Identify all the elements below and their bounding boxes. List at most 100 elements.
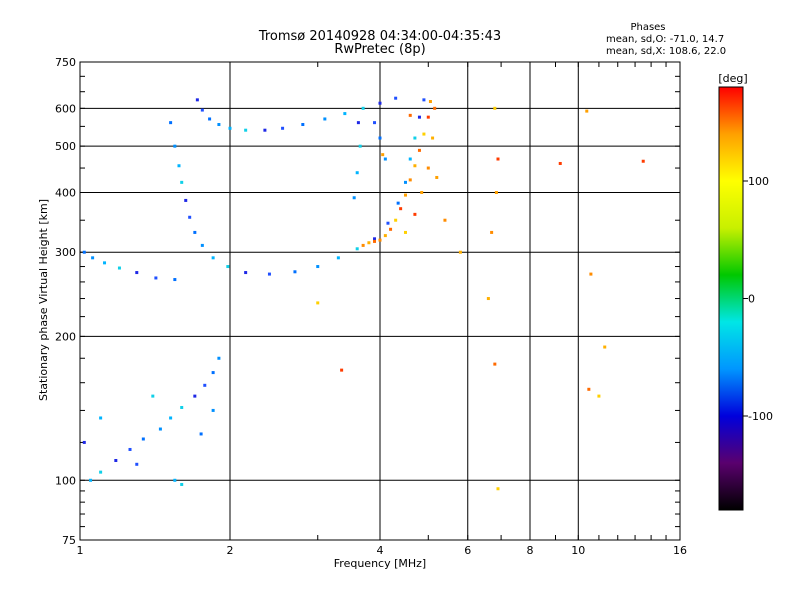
- data-point: [169, 416, 173, 420]
- data-point: [193, 394, 197, 398]
- data-point: [413, 212, 417, 216]
- y-tick-label: 750: [55, 56, 76, 69]
- data-point: [135, 462, 139, 466]
- data-point: [217, 356, 221, 360]
- data-point: [422, 98, 426, 102]
- data-point: [293, 270, 297, 274]
- data-point: [355, 171, 359, 175]
- data-point: [413, 164, 417, 168]
- data-point: [211, 371, 215, 375]
- data-point: [587, 387, 591, 391]
- data-point: [281, 126, 285, 130]
- data-point: [408, 178, 412, 182]
- data-points: [82, 96, 645, 491]
- data-point: [89, 478, 93, 482]
- y-tick-label: 100: [55, 474, 76, 487]
- data-point: [490, 230, 494, 234]
- data-point: [180, 405, 184, 409]
- y-tick-label: 600: [55, 102, 76, 115]
- y-tick-label: 75: [62, 534, 76, 547]
- data-point: [597, 394, 601, 398]
- y-tick-label: 200: [55, 330, 76, 343]
- chart-subtitle: RwPretec (8p): [334, 42, 425, 57]
- legend-line-x: mean, sd,X: 108.6, 22.0: [606, 46, 726, 57]
- data-point: [403, 193, 407, 197]
- y-tick-label: 300: [55, 246, 76, 259]
- data-point: [361, 243, 365, 247]
- data-point: [91, 256, 95, 260]
- data-point: [496, 487, 500, 491]
- x-tick-labels: 1 2 4 6 8 10 16: [77, 544, 688, 557]
- data-point: [383, 157, 387, 161]
- data-point: [103, 261, 107, 265]
- x-tick-label: 4: [377, 544, 384, 557]
- data-point: [389, 227, 393, 231]
- data-point: [367, 241, 371, 245]
- data-point: [356, 121, 360, 125]
- data-point: [99, 416, 103, 420]
- data-point: [82, 250, 86, 254]
- data-point: [443, 218, 447, 222]
- data-point: [403, 230, 407, 234]
- data-point: [417, 148, 421, 152]
- grid: [79, 62, 681, 540]
- data-point: [494, 190, 498, 194]
- data-point: [496, 157, 500, 161]
- data-point: [316, 265, 320, 269]
- data-point: [378, 238, 382, 242]
- data-point: [413, 136, 417, 140]
- data-point: [177, 164, 181, 168]
- colorbar-label: [deg]: [718, 72, 747, 85]
- data-point: [141, 437, 145, 441]
- data-point: [386, 221, 390, 225]
- data-point: [263, 128, 267, 132]
- data-point: [180, 482, 184, 486]
- colorbar: [718, 86, 744, 511]
- data-point: [128, 447, 132, 451]
- data-point: [200, 108, 204, 112]
- data-point: [585, 109, 589, 113]
- data-point: [352, 196, 356, 200]
- data-point: [486, 297, 490, 301]
- data-point: [428, 100, 432, 104]
- data-point: [211, 256, 215, 260]
- x-tick-label: 8: [527, 544, 534, 557]
- data-point: [117, 266, 121, 270]
- data-point: [373, 121, 377, 125]
- legend-line-o: mean, sd,O: -71.0, 14.7: [606, 34, 724, 45]
- data-point: [408, 113, 412, 117]
- data-point: [199, 432, 203, 436]
- data-point: [358, 144, 362, 148]
- data-point: [373, 239, 377, 243]
- data-point: [394, 218, 398, 222]
- data-point: [173, 144, 177, 148]
- data-point: [641, 159, 645, 163]
- y-axis-label: Stationary phase Virtual Height [km]: [37, 199, 50, 401]
- data-point: [99, 470, 103, 474]
- data-point: [114, 458, 118, 462]
- x-tick-label: 10: [571, 544, 585, 557]
- colorbar-tick-label: 100: [748, 175, 769, 188]
- data-point: [301, 123, 305, 127]
- colorbar-tick-label: 0: [748, 293, 755, 306]
- x-tick-label: 16: [673, 544, 687, 557]
- data-point: [361, 106, 365, 110]
- x-axis-label: Frequency [MHz]: [334, 557, 426, 570]
- y-tick-label: 400: [55, 186, 76, 199]
- legend-title: Phases: [630, 22, 665, 33]
- data-point: [381, 153, 385, 157]
- data-point: [244, 128, 248, 132]
- data-point: [169, 121, 173, 125]
- data-point: [340, 368, 344, 372]
- data-point: [383, 234, 387, 238]
- data-point: [589, 272, 593, 276]
- data-point: [355, 247, 359, 251]
- data-point: [82, 440, 86, 444]
- data-point: [493, 362, 497, 366]
- data-point: [211, 408, 215, 412]
- data-point: [378, 136, 382, 140]
- data-point: [228, 126, 232, 130]
- data-point: [217, 123, 221, 127]
- data-point: [343, 112, 347, 116]
